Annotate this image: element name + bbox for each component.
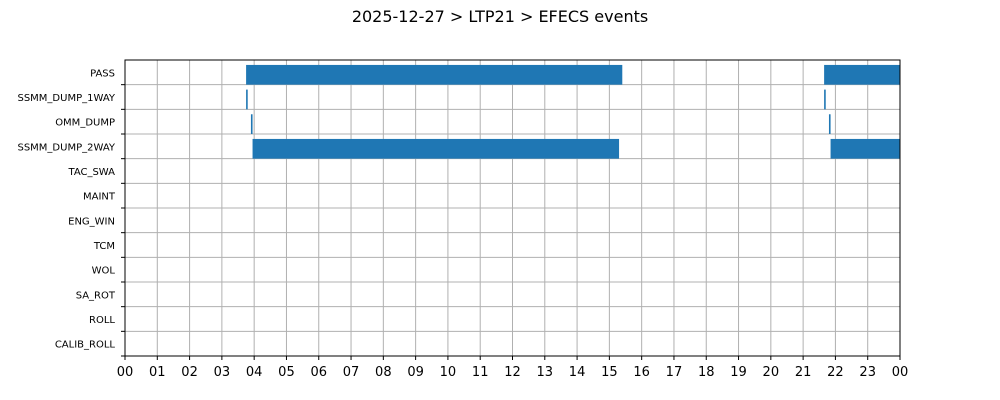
chart-title: 2025-12-27 > LTP21 > EFECS events bbox=[352, 7, 648, 26]
x-tick-label: 16 bbox=[633, 365, 650, 380]
x-tick-label: 04 bbox=[246, 365, 263, 380]
event-bar-omm-dump bbox=[828, 114, 831, 134]
x-axis-labels: 00 01 02 03 04 05 06 07 08 09 10 11 12 13 14 15 16 17 18 19… bbox=[117, 356, 909, 380]
x-tick-label: 19 bbox=[730, 365, 747, 380]
x-tick-label: 13 bbox=[537, 365, 554, 380]
event-bar-ssmm-dump-2way bbox=[252, 138, 620, 159]
x-tick-label: 12 bbox=[504, 365, 521, 380]
y-axis-labels: PASS SSMM_DUMP_1WAY OMM_DUMP SSMM_DUMP_2WAY… bbox=[17, 68, 125, 357]
x-tick-label: 05 bbox=[278, 365, 295, 380]
y-label-omm-dump: OMM_DUMP bbox=[55, 118, 115, 129]
x-tick-label: 07 bbox=[343, 365, 360, 380]
x-tick-label: 14 bbox=[569, 365, 586, 380]
y-label-tac-swa: TAC_SWA bbox=[67, 167, 115, 178]
event-bar-ssmm-dump-1way bbox=[246, 89, 248, 110]
x-tick-label: 22 bbox=[827, 365, 844, 380]
y-label-ssmm-dump-1way: SSMM_DUMP_1WAY bbox=[17, 93, 115, 104]
x-tick-label: 23 bbox=[859, 365, 876, 380]
x-tick-label: 17 bbox=[666, 365, 683, 380]
event-bar-pass bbox=[246, 64, 623, 85]
grid-lines bbox=[124, 60, 901, 356]
x-tick-label: 02 bbox=[181, 365, 198, 380]
x-tick-label: 09 bbox=[407, 365, 424, 380]
x-tick-label: 00 bbox=[892, 365, 909, 380]
y-label-ssmm-dump-2way: SSMM_DUMP_2WAY bbox=[17, 142, 115, 153]
y-label-tcm: TCM bbox=[93, 241, 115, 252]
x-tick-label: 21 bbox=[795, 365, 812, 380]
x-tick-label: 15 bbox=[601, 365, 618, 380]
y-label-pass: PASS bbox=[90, 68, 115, 79]
y-label-sa-rot: SA_ROT bbox=[76, 290, 116, 301]
event-bar-ssmm-dump-2way bbox=[830, 138, 900, 159]
y-label-maint: MAINT bbox=[83, 192, 116, 203]
x-tick-label: 11 bbox=[472, 365, 489, 380]
x-tick-label: 01 bbox=[149, 365, 166, 380]
x-tick-label: 08 bbox=[375, 365, 392, 380]
event-bars bbox=[246, 64, 900, 159]
x-tick-label: 03 bbox=[214, 365, 231, 380]
y-label-roll: ROLL bbox=[89, 315, 115, 326]
event-bar-omm-dump bbox=[250, 114, 253, 134]
y-label-calib-roll: CALIB_ROLL bbox=[55, 340, 116, 351]
x-tick-label: 06 bbox=[310, 365, 327, 380]
event-bar-ssmm-dump-1way bbox=[824, 89, 826, 110]
x-tick-label: 20 bbox=[763, 365, 780, 380]
x-tick-label: 00 bbox=[117, 365, 134, 380]
x-tick-label: 18 bbox=[698, 365, 715, 380]
x-tick-label: 10 bbox=[440, 365, 457, 380]
y-label-wol: WOL bbox=[92, 266, 116, 277]
y-label-eng-win: ENG_WIN bbox=[68, 216, 115, 227]
event-bar-pass bbox=[824, 64, 900, 85]
